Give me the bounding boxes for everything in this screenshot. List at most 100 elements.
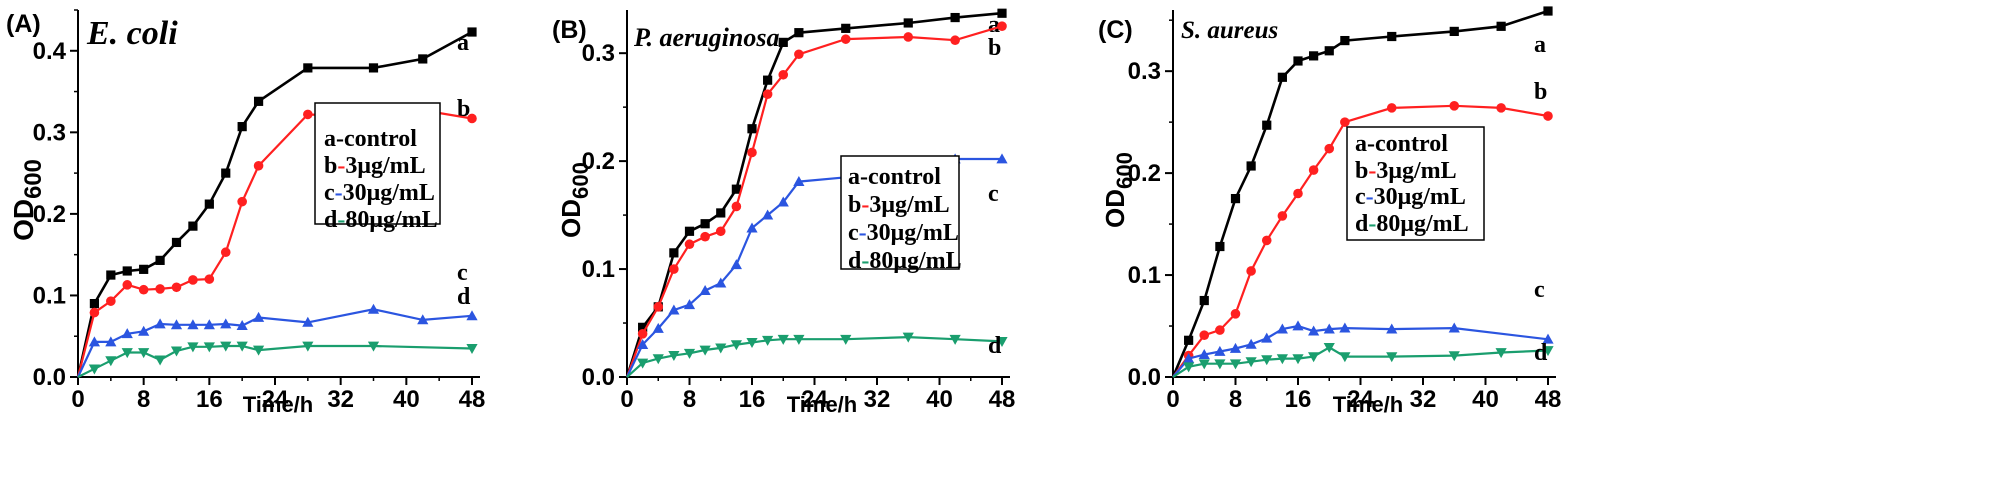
data-point xyxy=(1292,320,1304,331)
data-point xyxy=(778,37,788,47)
data-point xyxy=(139,264,149,274)
data-point xyxy=(1246,266,1256,276)
y-tick-label: 0.1 xyxy=(33,282,66,309)
legend-entry-prefix: c xyxy=(324,180,335,206)
data-point xyxy=(700,219,710,229)
data-point xyxy=(950,35,960,46)
legend-entry-prefix: d xyxy=(1355,211,1369,237)
legend-entry-dash: - xyxy=(1368,211,1376,237)
data-point xyxy=(715,343,727,354)
data-point xyxy=(730,259,742,270)
legend-entry-dash: - xyxy=(861,248,869,274)
data-point xyxy=(715,226,726,237)
legend-entry-prefix: c xyxy=(1355,184,1366,210)
data-point xyxy=(746,338,758,349)
data-point xyxy=(1386,323,1398,334)
data-point xyxy=(1386,103,1397,113)
data-point xyxy=(170,346,183,357)
data-point xyxy=(1183,353,1195,364)
data-point xyxy=(684,226,695,236)
x-tick-label: 0 xyxy=(620,386,633,413)
series-line xyxy=(1171,9,1549,378)
data-point xyxy=(684,239,695,250)
y-tick-label: 0.0 xyxy=(33,364,66,391)
data-point xyxy=(840,34,851,44)
data-point xyxy=(1229,342,1242,353)
data-point xyxy=(220,318,232,329)
series-end-label: c xyxy=(988,181,999,207)
data-point xyxy=(747,147,757,158)
legend-entry-prefix: a xyxy=(324,126,336,152)
species-label: E. coli xyxy=(86,15,178,52)
data-point xyxy=(106,296,116,306)
x-tick-label: 48 xyxy=(989,386,1016,413)
data-point xyxy=(88,364,101,375)
data-point xyxy=(1323,343,1335,354)
data-point xyxy=(652,322,664,333)
series-end-label: a xyxy=(457,30,469,56)
series-end-label: d xyxy=(988,333,1002,359)
data-point xyxy=(253,96,264,106)
series-end-label: c xyxy=(1534,277,1545,303)
data-point xyxy=(302,341,314,352)
series-line xyxy=(77,344,473,378)
data-point xyxy=(1184,335,1194,345)
y-tick-label: 0.2 xyxy=(33,201,66,228)
panel-label: (C) xyxy=(1098,16,1133,44)
data-point xyxy=(236,341,248,352)
data-point xyxy=(1246,161,1256,171)
legend-entry-suffix: 30μg/mL xyxy=(1374,184,1466,210)
data-point xyxy=(187,342,199,353)
data-point xyxy=(188,275,198,285)
data-point xyxy=(1495,348,1507,359)
data-point xyxy=(89,299,100,309)
x-axis-label: Time/h xyxy=(1333,392,1404,417)
data-point xyxy=(793,176,805,187)
data-point xyxy=(1261,355,1273,366)
data-point xyxy=(155,255,165,265)
y-tick-label: 0.2 xyxy=(1128,160,1161,187)
data-point xyxy=(652,354,664,365)
x-tick-label: 24 xyxy=(1347,386,1374,413)
chart-panel-1: 0 8 16 24 32 40 48 0.0 0.1 0.2 0.3 0.4(A) E. coli Tim… xyxy=(6,9,485,417)
data-point xyxy=(1199,295,1209,306)
series-b: b xyxy=(1172,79,1553,378)
data-point xyxy=(637,358,649,369)
data-point xyxy=(669,264,679,274)
data-point xyxy=(1276,323,1288,334)
data-point xyxy=(762,89,773,99)
data-point xyxy=(1261,332,1273,343)
data-point xyxy=(89,307,100,318)
data-point xyxy=(997,8,1007,18)
x-tick-label: 8 xyxy=(1229,386,1242,413)
data-point xyxy=(220,247,231,258)
data-point xyxy=(368,63,379,73)
y-axis-label-main: OD xyxy=(8,199,39,241)
panel-label: (B) xyxy=(552,16,587,44)
x-tick-label: 8 xyxy=(683,386,696,413)
data-point xyxy=(903,18,913,28)
x-tick-label: 24 xyxy=(801,386,828,413)
y-axis-label-subscript: 600 xyxy=(1112,152,1137,189)
data-point xyxy=(1448,322,1460,333)
data-point xyxy=(762,335,774,346)
data-point xyxy=(669,248,679,258)
y-tick-label: 0.3 xyxy=(582,40,615,67)
legend-entry-prefix: a xyxy=(848,164,860,190)
data-point xyxy=(204,274,215,284)
y-tick-label: 0.3 xyxy=(1128,58,1161,85)
legend-entry-dash: - xyxy=(335,180,343,206)
data-point xyxy=(638,322,648,332)
legend-entry-suffix: 80μg/mL xyxy=(345,207,437,233)
series-c: c xyxy=(77,260,478,378)
data-point xyxy=(794,28,804,38)
series-end-label: b xyxy=(1534,79,1547,105)
x-tick-label: 48 xyxy=(1535,386,1562,413)
legend-entry-dash: - xyxy=(860,164,868,190)
data-point xyxy=(1214,345,1226,356)
data-point xyxy=(1323,323,1335,334)
data-point xyxy=(1339,352,1351,363)
y-axis-label-subscript: 600 xyxy=(20,159,47,199)
data-point xyxy=(1339,322,1351,333)
